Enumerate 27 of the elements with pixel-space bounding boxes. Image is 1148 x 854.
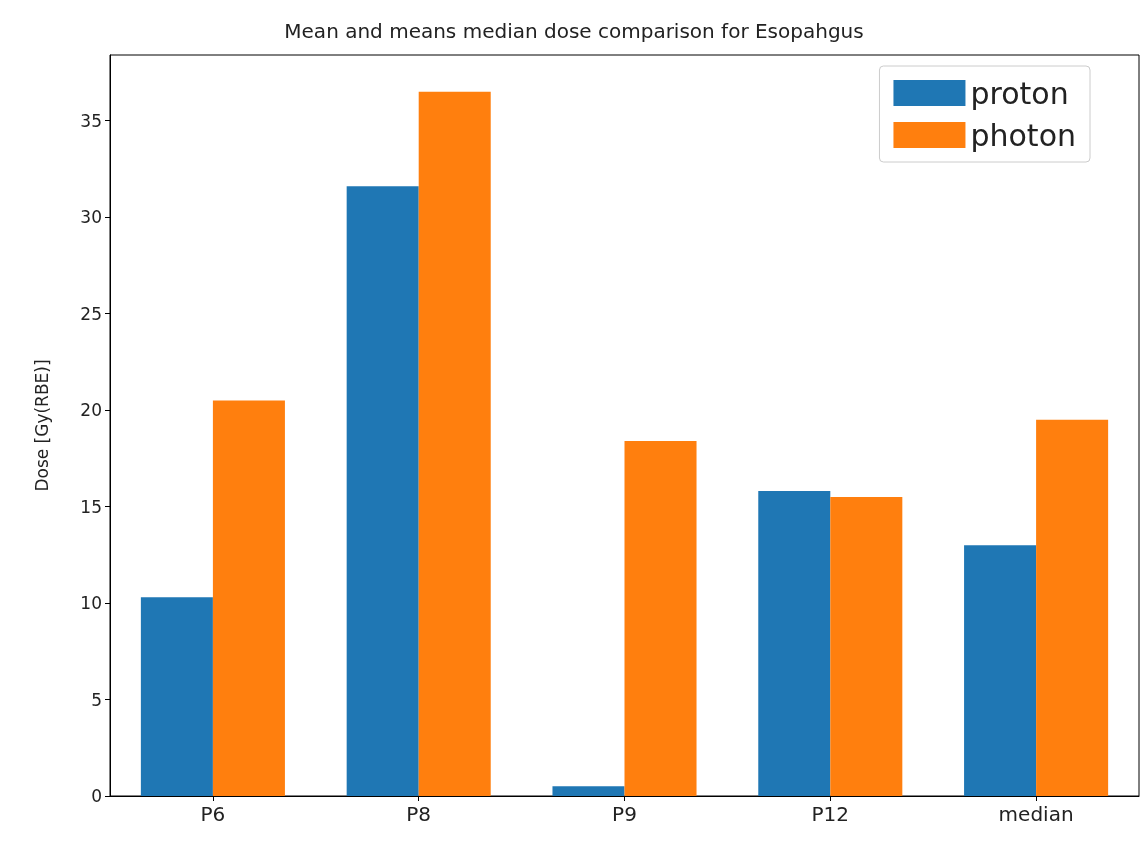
y-tick-label: 25 [80, 303, 102, 324]
y-axis-title: Dose [Gy(RBE)] [31, 359, 52, 492]
y-tick-label: 10 [80, 593, 102, 614]
bar [624, 440, 697, 796]
x-tick-label: P9 [612, 802, 637, 826]
y-tick-label: 20 [80, 400, 102, 421]
y-tick-label: 5 [91, 689, 102, 710]
chart-title: Mean and means median dose comparison for Esopahgus [284, 19, 864, 43]
x-tick-label: median [998, 802, 1074, 826]
bar [552, 786, 625, 796]
bar [418, 91, 491, 796]
y-tick-label: 15 [80, 496, 102, 517]
x-tick-label: P8 [406, 802, 432, 826]
y-tick-label: 35 [80, 110, 102, 131]
y-tick-label: 0 [91, 786, 102, 806]
bar [830, 496, 903, 796]
bar [1036, 419, 1109, 796]
bar [140, 597, 213, 796]
legend-label: photon [970, 117, 1076, 153]
bar [346, 186, 419, 796]
y-tick-label: 30 [80, 207, 102, 228]
bar [758, 491, 831, 796]
x-tick-label: P6 [200, 802, 226, 826]
bar [212, 400, 285, 796]
bar [964, 545, 1037, 796]
legend-label: proton [970, 75, 1069, 111]
x-tick-label: P12 [811, 802, 850, 826]
